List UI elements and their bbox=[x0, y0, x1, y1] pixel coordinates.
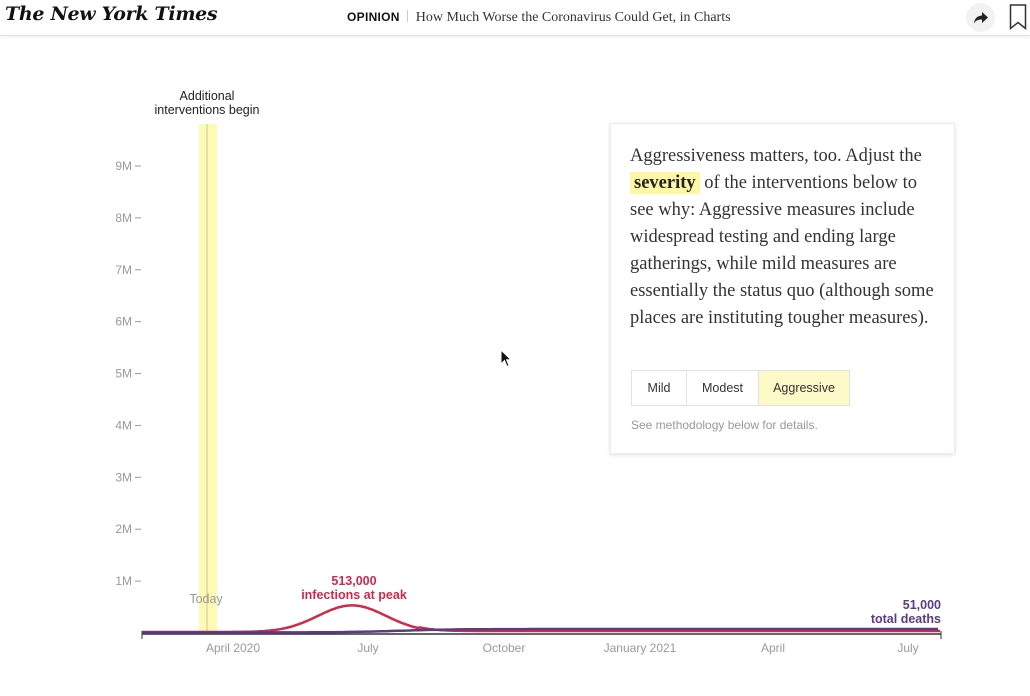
y-tick-label: 1M bbox=[115, 574, 132, 588]
card-body-text: Aggressiveness matters, too. Adjust the … bbox=[630, 143, 942, 332]
x-tick-label: January 2021 bbox=[604, 641, 677, 655]
methodology-note: See methodology below for details. bbox=[631, 418, 818, 432]
y-tick-label: 2M bbox=[115, 522, 132, 536]
card-text-before: Aggressiveness matters, too. Adjust the bbox=[630, 146, 922, 166]
modest-button[interactable]: Modest bbox=[687, 371, 759, 405]
interventions-label-line2: interventions begin bbox=[155, 103, 260, 117]
peak-infections-label: infections at peak bbox=[301, 588, 407, 602]
x-tick-label: October bbox=[483, 641, 526, 655]
infections-line bbox=[142, 604, 940, 634]
header-title-area: OPINION How Much Worse the Coronavirus Co… bbox=[347, 9, 731, 26]
interventions-label-line1: Additional bbox=[180, 89, 235, 103]
share-arrow-icon bbox=[973, 11, 988, 23]
y-tick-label: 3M bbox=[115, 470, 132, 484]
today-label: Today bbox=[189, 592, 223, 606]
mouse-cursor-icon bbox=[500, 349, 512, 368]
y-tick-label: 7M bbox=[115, 263, 132, 277]
share-button[interactable] bbox=[966, 3, 995, 32]
card-text-after: of the interventions below to see why: A… bbox=[630, 173, 934, 328]
x-axis: April 2020 July October January 2021 April Ju… bbox=[141, 631, 942, 655]
article-headline: How Much Worse the Coronavirus Could Get… bbox=[415, 10, 731, 25]
x-tick-label: April 2020 bbox=[206, 641, 260, 655]
severity-highlight: severity bbox=[630, 172, 700, 194]
total-deaths-value: 51,000 bbox=[903, 598, 941, 612]
site-logo[interactable]: The New York Times bbox=[5, 3, 218, 25]
aggressive-button[interactable]: Aggressive bbox=[759, 371, 849, 405]
header-divider bbox=[406, 10, 408, 22]
deaths-line bbox=[142, 627, 938, 634]
y-tick-label: 8M bbox=[115, 211, 132, 225]
y-tick-label: 6M bbox=[115, 315, 132, 329]
top-bar: The New York Times OPINION How Much Worse… bbox=[0, 0, 1030, 36]
y-tick-label: 5M bbox=[115, 367, 132, 381]
y-axis: 1M 2M 3M 4M 5M 6M 7M 8M 9M bbox=[115, 159, 141, 588]
total-deaths-label: total deaths bbox=[871, 612, 941, 626]
x-tick-label: July bbox=[357, 641, 378, 655]
peak-infections-value: 513,000 bbox=[331, 574, 376, 588]
interventions-band bbox=[199, 124, 217, 633]
bookmark-icon bbox=[1009, 4, 1027, 31]
y-tick-label: 9M bbox=[115, 159, 132, 173]
severity-info-card: Aggressiveness matters, too. Adjust the … bbox=[610, 123, 955, 454]
x-tick-label: April bbox=[761, 641, 785, 655]
x-tick-label: July bbox=[897, 641, 918, 655]
y-tick-label: 4M bbox=[115, 418, 132, 432]
bookmark-button[interactable] bbox=[1009, 4, 1027, 31]
severity-selector: Mild Modest Aggressive bbox=[631, 370, 850, 406]
section-label[interactable]: OPINION bbox=[347, 10, 400, 24]
mild-button[interactable]: Mild bbox=[632, 371, 687, 405]
